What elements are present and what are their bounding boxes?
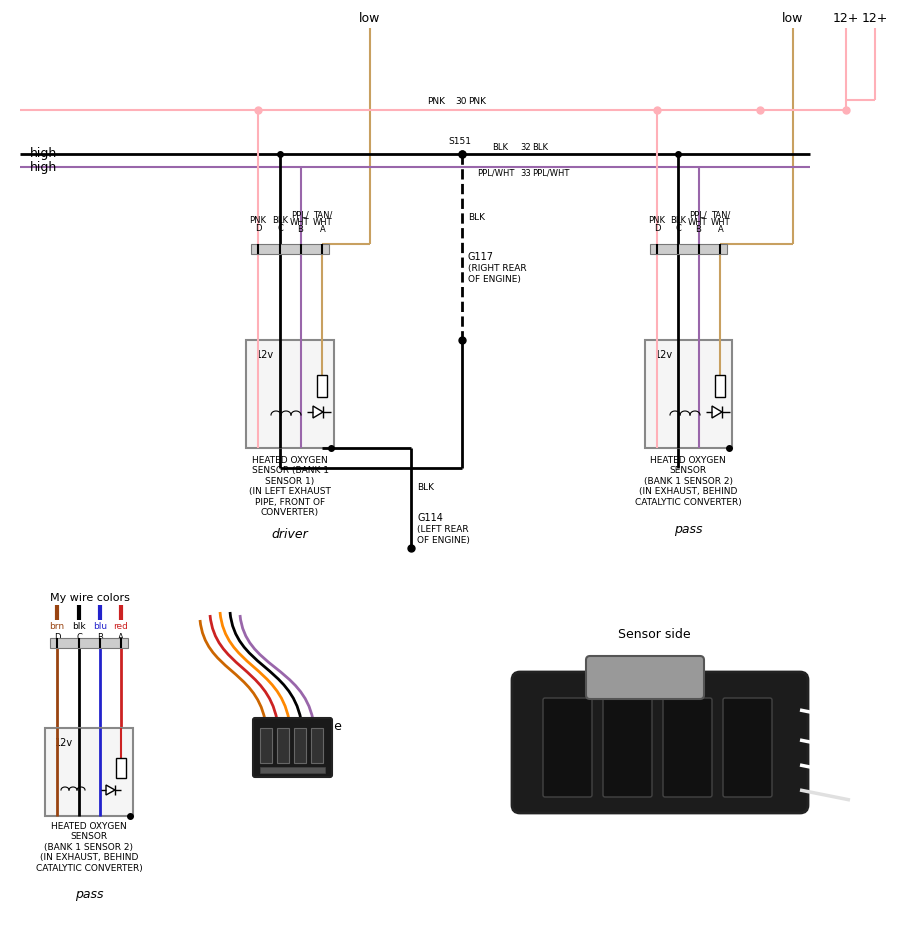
- Text: HEATED OXYGEN
SENSOR
(BANK 1 SENSOR 2)
(IN EXHAUST, BEHIND
CATALYTIC CONVERTER): HEATED OXYGEN SENSOR (BANK 1 SENSOR 2) (…: [36, 822, 142, 872]
- Text: brn: brn: [49, 622, 64, 631]
- Text: My wire colors: My wire colors: [50, 593, 130, 603]
- Text: PPL/: PPL/: [291, 211, 309, 220]
- Bar: [311, 728, 323, 763]
- Text: amplugs: amplugs: [669, 670, 712, 687]
- Text: B: B: [695, 225, 701, 234]
- Bar: [50, 638, 128, 648]
- Text: driver: driver: [272, 528, 309, 541]
- Text: amplugs: amplugs: [559, 789, 602, 807]
- Text: TAN/: TAN/: [313, 211, 333, 220]
- Text: blu: blu: [93, 622, 107, 631]
- Bar: [650, 244, 727, 254]
- Text: WHT: WHT: [711, 218, 731, 227]
- Text: S151: S151: [449, 137, 472, 146]
- Text: TAN/: TAN/: [712, 211, 731, 220]
- Text: OF ENGINE): OF ENGINE): [468, 275, 521, 284]
- Text: A: A: [320, 225, 326, 234]
- Text: C: C: [277, 224, 283, 233]
- FancyBboxPatch shape: [603, 698, 652, 797]
- Text: 12v: 12v: [256, 350, 274, 360]
- Polygon shape: [712, 406, 722, 418]
- Text: blk: blk: [72, 622, 86, 631]
- Bar: [645, 340, 732, 448]
- Text: HEATED OXYGEN
SENSOR (BANK 1
SENSOR 1)
(IN LEFT EXHAUST
PIPE, FRONT OF
CONVERTER: HEATED OXYGEN SENSOR (BANK 1 SENSOR 1) (…: [249, 456, 331, 517]
- Polygon shape: [106, 785, 115, 795]
- Text: BLK: BLK: [532, 143, 548, 152]
- FancyBboxPatch shape: [253, 718, 332, 777]
- Bar: [246, 340, 334, 448]
- Text: 12v: 12v: [655, 350, 673, 360]
- Text: WHT: WHT: [688, 218, 708, 227]
- Bar: [317, 375, 327, 397]
- Text: B: B: [97, 633, 103, 642]
- Text: B: B: [297, 225, 303, 234]
- Bar: [45, 728, 133, 816]
- FancyBboxPatch shape: [663, 698, 712, 797]
- Text: D: D: [654, 224, 660, 233]
- Text: high: high: [30, 160, 57, 173]
- Text: PNK: PNK: [649, 216, 666, 225]
- FancyBboxPatch shape: [512, 672, 808, 813]
- Text: G117: G117: [468, 252, 494, 262]
- Bar: [116, 758, 126, 778]
- Text: D: D: [255, 224, 261, 233]
- Bar: [715, 375, 725, 397]
- Text: C: C: [76, 633, 82, 642]
- Text: BLK: BLK: [417, 483, 434, 492]
- Text: BLK: BLK: [492, 143, 508, 152]
- Text: Truck side: Truck side: [278, 720, 342, 733]
- Text: red: red: [114, 622, 128, 631]
- Text: WHT: WHT: [313, 218, 333, 227]
- Text: PPL/WHT: PPL/WHT: [477, 169, 515, 178]
- FancyBboxPatch shape: [586, 656, 704, 699]
- Text: C: C: [675, 224, 681, 233]
- Text: HEATED OXYGEN
SENSOR
(BANK 1 SENSOR 2)
(IN EXHAUST, BEHIND
CATALYTIC CONVERTER): HEATED OXYGEN SENSOR (BANK 1 SENSOR 2) (…: [635, 456, 741, 506]
- Text: 12v: 12v: [55, 738, 73, 748]
- Text: high: high: [30, 147, 57, 160]
- Bar: [260, 767, 325, 773]
- Text: (LEFT REAR: (LEFT REAR: [417, 525, 469, 534]
- Text: BLK: BLK: [670, 216, 686, 225]
- Text: OF ENGINE): OF ENGINE): [417, 536, 470, 545]
- FancyBboxPatch shape: [543, 698, 592, 797]
- Text: PNK: PNK: [468, 97, 486, 106]
- Text: 12+: 12+: [833, 12, 859, 25]
- Text: A: A: [718, 225, 724, 234]
- Text: pass: pass: [75, 888, 104, 901]
- Text: (RIGHT REAR: (RIGHT REAR: [468, 264, 527, 273]
- Text: PPL/: PPL/: [689, 211, 707, 220]
- Text: PNK: PNK: [427, 97, 445, 106]
- Text: G114: G114: [417, 513, 442, 523]
- Text: 30: 30: [455, 97, 466, 106]
- FancyBboxPatch shape: [723, 698, 772, 797]
- Text: A: A: [118, 633, 124, 642]
- Text: pass: pass: [674, 523, 703, 536]
- Bar: [251, 244, 329, 254]
- Text: BLK: BLK: [272, 216, 288, 225]
- Bar: [260, 728, 272, 763]
- Polygon shape: [313, 406, 323, 418]
- Text: D: D: [54, 633, 60, 642]
- Text: BLK: BLK: [468, 212, 485, 222]
- Text: PPL/WHT: PPL/WHT: [532, 169, 570, 178]
- Bar: [277, 728, 289, 763]
- Text: PNK: PNK: [249, 216, 267, 225]
- Text: 12+: 12+: [862, 12, 889, 25]
- Bar: [294, 728, 306, 763]
- Text: WHT: WHT: [290, 218, 310, 227]
- Text: 33: 33: [520, 169, 530, 178]
- Text: low: low: [359, 12, 381, 25]
- Text: 32: 32: [520, 143, 530, 152]
- Text: Sensor side: Sensor side: [618, 628, 691, 641]
- Text: low: low: [782, 12, 803, 25]
